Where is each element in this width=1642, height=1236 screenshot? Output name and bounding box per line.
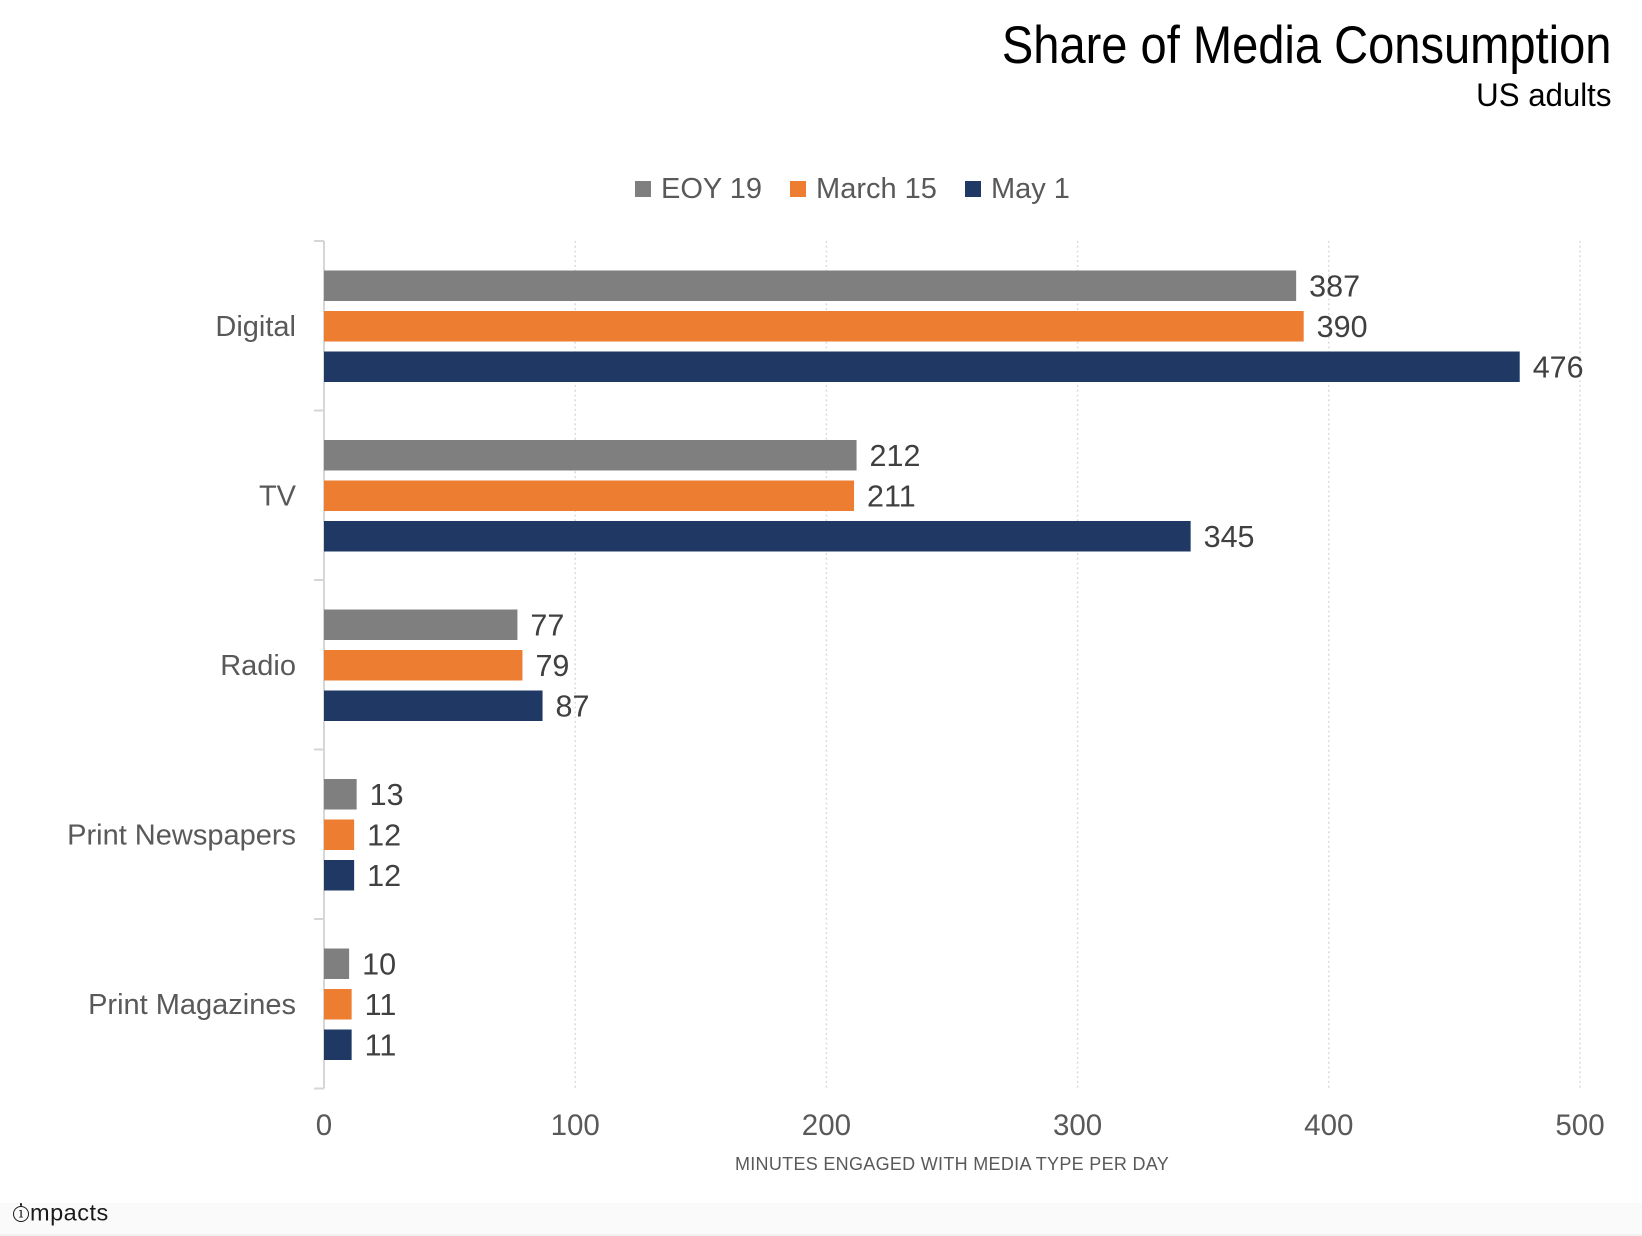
value-label: 79 <box>535 649 569 683</box>
x-tick-label: 400 <box>1304 1109 1353 1142</box>
legend-swatch-icon <box>964 181 981 197</box>
bar <box>324 860 355 891</box>
legend-label: EOY 19 <box>661 172 763 205</box>
title-block: Share of Media Consumption US adults <box>925 19 1611 111</box>
value-label: 12 <box>367 859 401 893</box>
x-tick-label: 100 <box>551 1109 600 1142</box>
bar <box>324 521 1191 552</box>
value-label: 11 <box>365 988 397 1022</box>
bar <box>324 650 523 681</box>
chart-legend: EOY 19 March 15 May 1 <box>635 170 1070 208</box>
bar <box>324 819 355 850</box>
x-axis-title: MINUTES ENGAGED WITH MEDIA TYPE PER DAY <box>735 1154 1169 1174</box>
value-label: 11 <box>365 1028 397 1062</box>
x-tick-label: 300 <box>1053 1109 1102 1142</box>
legend-item-eoy-19: EOY 19 <box>635 173 762 206</box>
value-label: 211 <box>867 479 916 513</box>
value-label: 10 <box>362 947 396 981</box>
impacts-logo: ı mpacts <box>13 1199 109 1225</box>
x-tick-label: 500 <box>1555 1109 1604 1142</box>
value-label: 12 <box>367 818 401 852</box>
chart-title: Share of Media Consumption <box>1001 16 1611 75</box>
category-label: Print Magazines <box>88 989 296 1021</box>
chart-subtitle: US adults <box>1475 77 1611 113</box>
bar <box>324 1029 352 1060</box>
bar <box>324 351 1520 382</box>
bar <box>324 779 357 810</box>
value-label: 13 <box>370 778 404 812</box>
value-label: 345 <box>1204 520 1255 554</box>
bar <box>324 270 1297 301</box>
value-label: 390 <box>1317 310 1368 344</box>
bar <box>324 948 350 979</box>
bar <box>324 609 518 640</box>
value-label: 87 <box>556 689 590 723</box>
legend-swatch-icon <box>790 181 807 197</box>
category-label: Digital <box>215 311 296 343</box>
category-label: Radio <box>220 650 296 682</box>
logo-i-dot <box>19 1203 23 1206</box>
category-label: TV <box>259 480 297 512</box>
bar <box>324 480 855 511</box>
category-label: Print Newspapers <box>67 819 296 851</box>
value-label: 387 <box>1309 269 1360 303</box>
value-label: 476 <box>1533 350 1584 384</box>
bar <box>324 311 1304 342</box>
bar <box>324 440 857 471</box>
x-tick-label: 200 <box>802 1109 851 1142</box>
bar <box>324 989 352 1020</box>
bar <box>324 690 543 721</box>
legend-item-may-1: May 1 <box>964 172 1070 206</box>
footer-band <box>0 1203 1642 1236</box>
value-label: 77 <box>530 608 564 642</box>
legend-item-march-15: March 15 <box>790 173 937 206</box>
value-label: 212 <box>870 439 921 473</box>
legend-label: May 1 <box>990 172 1070 205</box>
x-tick-label: 0 <box>316 1109 332 1142</box>
circled-i-icon: ı <box>13 1203 29 1222</box>
legend-swatch-icon <box>635 181 651 197</box>
logo-text: mpacts <box>30 1199 109 1225</box>
legend-label: March 15 <box>816 172 937 205</box>
